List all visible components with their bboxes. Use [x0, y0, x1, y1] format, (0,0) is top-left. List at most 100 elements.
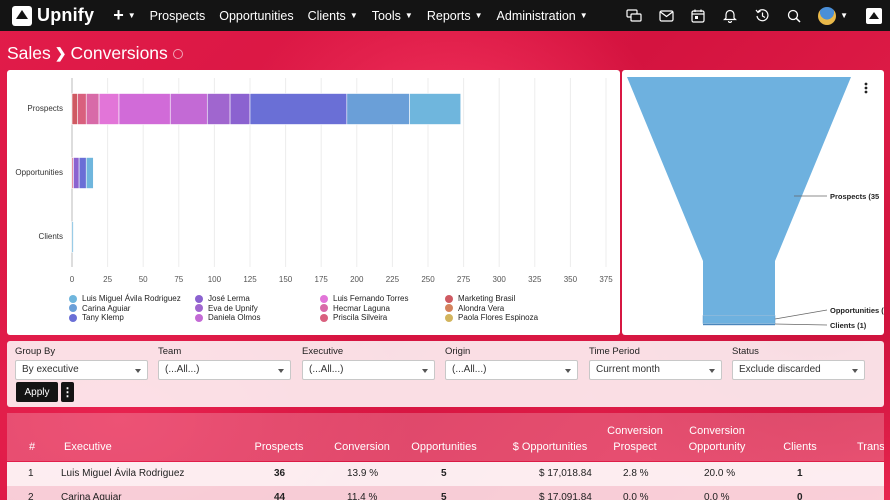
chevron-down-icon[interactable]: ▼ — [840, 11, 848, 20]
legend-dot — [445, 313, 453, 322]
x-tick-label: 100 — [208, 275, 222, 284]
col-header-conversion-prospect[interactable]: Conversion Prospect — [597, 424, 673, 454]
legend-label: Marketing Brasil — [458, 294, 516, 303]
legend-item[interactable]: Tany Klemp — [69, 313, 124, 322]
row-money-opportunities: $ 17,091.84 — [539, 492, 592, 500]
col-header-money-opportunities[interactable]: $ Opportunities — [512, 441, 588, 453]
nav-clients[interactable]: Clients ▼ — [308, 9, 358, 23]
filters-panel: Group By By executive Team (...All...) E… — [7, 341, 884, 407]
funnel-stage-prospects[interactable] — [627, 77, 851, 315]
legend-dot — [320, 304, 328, 312]
row-opportunities: 5 — [441, 492, 447, 500]
row-executive[interactable]: Luis Miguel Ávila Rodriguez — [61, 468, 185, 479]
x-tick-label: 275 — [457, 275, 471, 284]
nav-clients-label: Clients — [307, 8, 346, 23]
top-icons: ▼ — [618, 0, 882, 31]
conversion-funnel-panel: Prospects (35 Opportunities (15) Clients (… — [622, 70, 884, 335]
row-num: 1 — [28, 468, 34, 479]
group-by-select[interactable]: By executive — [15, 360, 148, 380]
col-header-opportunities[interactable]: Opportunities — [411, 441, 477, 453]
bell-icon[interactable] — [722, 8, 738, 24]
history-icon[interactable] — [754, 8, 770, 24]
col-header-num[interactable]: # — [28, 441, 36, 453]
nav-reports[interactable]: Reports ▼ — [427, 9, 483, 23]
mail-icon[interactable] — [658, 8, 674, 24]
row-money-opportunities: $ 17,018.84 — [539, 468, 592, 479]
funnel-stage-clients[interactable] — [703, 324, 775, 326]
status-select[interactable]: Exclude discarded — [732, 360, 865, 380]
col-header-conversion[interactable]: Conversion — [334, 441, 390, 453]
legend-item[interactable]: Eva de Upnify — [195, 304, 258, 313]
more-options-button[interactable]: ⋮ — [61, 382, 74, 402]
filter-executive-label: Executive — [302, 346, 344, 357]
funnel-stage-opportunities[interactable] — [702, 315, 776, 324]
row-executive[interactable]: Carina Aguiar — [61, 492, 122, 500]
nav-tools-label: Tools — [371, 8, 401, 23]
nav-tools[interactable]: Tools ▼ — [372, 9, 413, 23]
info-icon[interactable] — [172, 48, 183, 59]
chat-icon[interactable] — [626, 8, 642, 24]
legend-item[interactable]: Paola Flores Espinoza — [445, 313, 538, 322]
avatar[interactable] — [818, 6, 837, 25]
x-tick-label: 175 — [315, 275, 329, 284]
legend-item[interactable]: Hecmar Laguna — [320, 304, 390, 313]
executive-select[interactable]: (...All...) — [302, 360, 435, 380]
table-row[interactable]: 2 Carina Aguiar 44 11.4 % 5 $ 17,091.84 … — [7, 486, 884, 500]
upnify-icon[interactable] — [866, 7, 882, 24]
legend-item[interactable]: Alondra Vera — [445, 304, 504, 313]
chevron-right-icon: ❯ — [54, 45, 67, 61]
page-title: Conversions — [70, 43, 168, 63]
col-header-trans[interactable]: Trans — [857, 441, 884, 453]
origin-select[interactable]: (...All...) — [445, 360, 578, 380]
row-prospects: 44 — [274, 492, 286, 500]
nav-opportunities[interactable]: Opportunities — [219, 9, 293, 23]
legend-item[interactable]: Daniela Olmos — [195, 313, 260, 322]
conversion-bar-chart-panel: 0 25 50 75 100 125 150 175 200 225 250 275 300 325 350… — [7, 70, 620, 335]
more-vertical-icon[interactable] — [864, 86, 868, 90]
search-icon[interactable] — [786, 8, 802, 24]
x-tick-label: 375 — [599, 275, 613, 284]
legend-item[interactable]: Luis Miguel Ávila Rodriguez — [69, 294, 181, 303]
quick-add-menu[interactable]: + ▼ — [107, 5, 135, 26]
brand-name: Upnify — [37, 5, 95, 25]
nav-administration-label: Administration — [496, 8, 576, 23]
table-row[interactable]: 1 Luis Miguel Ávila Rodriguez 36 13.9 % … — [7, 462, 884, 486]
team-select[interactable]: (...All...) — [158, 360, 291, 380]
apply-button[interactable]: Apply — [16, 382, 58, 402]
time-period-select[interactable]: Current month — [589, 360, 722, 380]
bar-segment — [77, 93, 87, 125]
filter-time-period-label: Time Period — [589, 346, 640, 357]
calendar-icon[interactable] — [690, 8, 706, 24]
x-tick-label: 250 — [421, 275, 435, 284]
x-tick-label: 200 — [350, 275, 364, 284]
nav-administration[interactable]: Administration ▼ — [497, 9, 588, 23]
legend-item[interactable]: Priscila Silveira — [320, 313, 387, 322]
chevron-down-icon: ▼ — [127, 11, 136, 20]
chevron-down-icon: ▼ — [349, 11, 358, 20]
legend-dot — [69, 294, 77, 303]
legend-item[interactable]: Luis Fernando Torres — [320, 294, 408, 303]
legend-item[interactable]: Carina Aguiar — [69, 304, 130, 313]
legend-item[interactable]: José Lerma — [195, 294, 250, 303]
col-header-prospects[interactable]: Prospects — [254, 441, 304, 453]
nav-prospects[interactable]: Prospects — [150, 9, 206, 23]
legend-item[interactable]: Marketing Brasil — [445, 294, 515, 303]
col-header-executive[interactable]: Executive — [64, 441, 112, 453]
x-tick-label: 350 — [564, 275, 578, 284]
legend-label: Daniela Olmos — [208, 313, 261, 322]
col-header-clients[interactable]: Clients — [783, 441, 817, 453]
x-tick-label: 225 — [386, 275, 400, 284]
funnel-leader-line — [774, 323, 828, 326]
legend-dot — [69, 304, 77, 312]
upnify-logo[interactable]: Upnify — [12, 5, 94, 26]
more-vertical-icon[interactable] — [864, 82, 868, 86]
row-prospects: 36 — [274, 468, 286, 479]
legend-label: José Lerma — [208, 294, 250, 303]
more-vertical-icon[interactable] — [864, 90, 868, 94]
breadcrumb-section[interactable]: Sales — [7, 43, 51, 63]
bar-segment — [169, 93, 208, 125]
row-conversion-prospect: 0.0 % — [623, 492, 649, 500]
col-header-conversion-opportunity[interactable]: Conversion Opportunity — [679, 424, 755, 454]
filter-time-period: Time Period Current month — [589, 346, 722, 380]
legend-label: Luis Fernando Torres — [333, 294, 409, 303]
